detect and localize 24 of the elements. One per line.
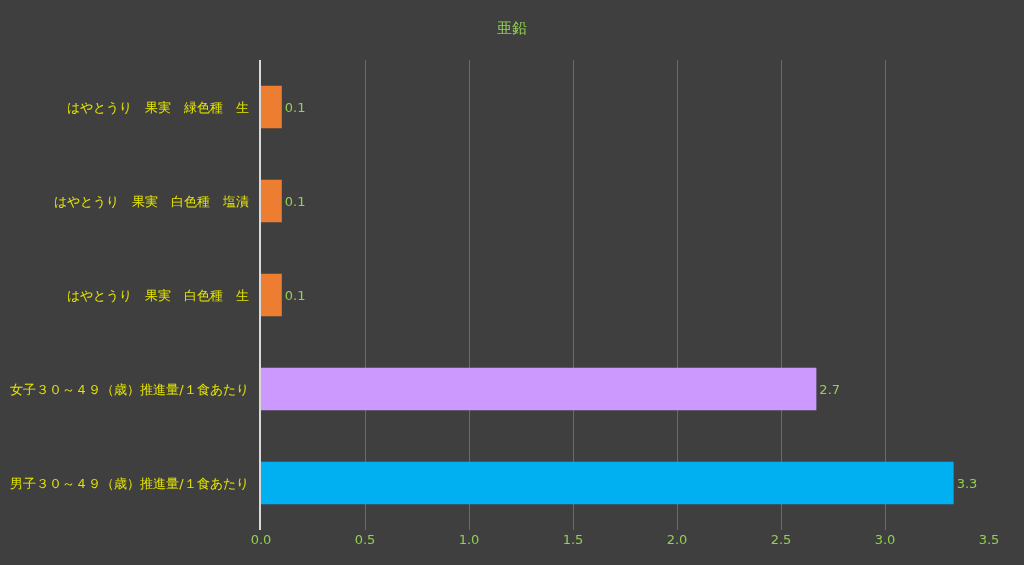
chart-title: 亜鉛 — [497, 19, 527, 38]
x-tick-label: 0.5 — [354, 532, 376, 547]
x-tick-label: 0.0 — [250, 532, 272, 547]
data-label: 0.1 — [284, 287, 306, 303]
x-tick-label: 3.5 — [978, 532, 1000, 547]
data-label: 2.7 — [819, 381, 841, 397]
bar — [261, 179, 282, 223]
y-tick-label: はやとうり 果実 白色種 塩漬 — [53, 193, 249, 209]
data-label: 0.1 — [284, 99, 306, 115]
bar — [261, 367, 817, 411]
x-tick-label: 3.0 — [874, 532, 896, 547]
bar — [261, 85, 282, 129]
x-tick-label: 2.5 — [770, 532, 792, 547]
x-tick-label: 2.0 — [666, 532, 688, 547]
bar — [261, 273, 282, 317]
x-tick-label: 1.5 — [562, 532, 584, 547]
y-tick-label: はやとうり 果実 白色種 生 — [66, 287, 249, 303]
data-label: 0.1 — [284, 193, 306, 209]
y-tick-label: 男子３０～４９（歳）推進量/１食あたり — [10, 475, 249, 491]
x-tick-label: 1.0 — [458, 532, 480, 547]
data-label: 3.3 — [956, 475, 978, 491]
y-tick-label: 女子３０～４９（歳）推進量/１食あたり — [10, 381, 249, 397]
y-tick-label: はやとうり 果実 緑色種 生 — [66, 99, 249, 115]
bar — [261, 461, 954, 505]
